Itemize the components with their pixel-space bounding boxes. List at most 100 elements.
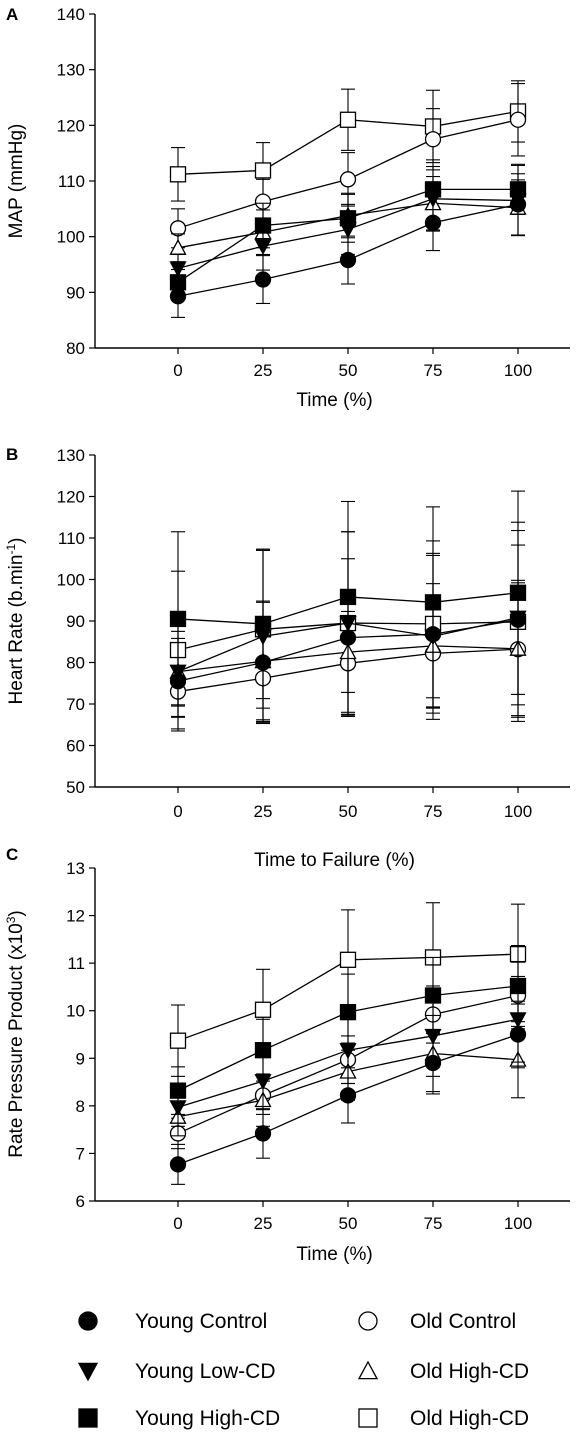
y-tick-label: 130 [57, 61, 85, 80]
legend-item: Young Low-CD [77, 1360, 275, 1383]
legend-marker [78, 1311, 98, 1331]
y-tick-label: 140 [57, 5, 85, 24]
y-tick-label: 100 [57, 571, 85, 590]
y-axis-label: Heart Rate (b.min-1) [4, 538, 27, 705]
y-tick-label: 11 [67, 954, 85, 973]
series-1 [169, 1000, 527, 1185]
legend-item: Young High-CD [78, 1407, 280, 1430]
x-tick-label: 25 [254, 802, 273, 821]
x-tick-label: 50 [339, 361, 358, 380]
data-point [169, 673, 187, 690]
x-tick-label: 100 [504, 1214, 532, 1233]
panel-c: C 6 7 8 9 10 11 12 13 0 25 50 75 100 Time (%) Rate Pres… [4, 845, 570, 1265]
x-tick-label: 0 [173, 802, 182, 821]
y-tick-label: 80 [66, 339, 85, 358]
legend-marker [77, 1362, 99, 1382]
data-point [424, 131, 442, 148]
data-point [169, 288, 187, 305]
data-point [254, 162, 272, 179]
x-tick-label: 25 [254, 361, 273, 380]
x-tick-label: 50 [339, 802, 358, 821]
x-tick-label: 100 [504, 802, 532, 821]
data-point [169, 1082, 187, 1099]
y-tick-label: 70 [66, 695, 85, 714]
y-tick-label: 60 [66, 737, 85, 756]
data-point [339, 251, 357, 269]
y-tick-label: 110 [58, 529, 85, 548]
y-axis-label: MAP (mmHg) [6, 124, 27, 239]
legend-item: Young Control [78, 1310, 267, 1333]
x-tick-label: 75 [424, 802, 443, 821]
legend-label: Young High-CD [135, 1407, 280, 1430]
panel-b: B 50 60 70 80 90 100 110 120 130 0 25 50 75 100 Time to… [4, 445, 570, 871]
data-point [254, 1001, 272, 1018]
y-tick-label: 7 [76, 1144, 85, 1163]
y-tick-label: 90 [66, 283, 85, 302]
y-tick-label: 100 [57, 228, 85, 247]
data-point [509, 111, 527, 128]
data-point [169, 610, 187, 628]
legend-marker [358, 1408, 378, 1428]
y-axis-label-tail: ) [6, 538, 27, 544]
x-axis-label: Time (%) [296, 390, 372, 411]
legend-item: Old High-CD [358, 1407, 529, 1430]
data-point [424, 214, 442, 231]
y-tick-label: 8 [76, 1097, 85, 1116]
x-axis-label: Time (%) [296, 1244, 372, 1265]
legend-marker [357, 1360, 379, 1380]
panel-letter: A [6, 5, 18, 24]
y-tick-label: 110 [58, 172, 85, 191]
y-tick-label: 90 [66, 612, 85, 631]
y-tick-label: 6 [76, 1192, 85, 1211]
x-tick-label: 0 [173, 361, 182, 380]
legend-marker [358, 1311, 378, 1331]
y-tick-label: 120 [57, 116, 85, 135]
data-point [424, 1054, 442, 1072]
panel-a: A 80 90 100 110 120 130 140 0 25 50 75 100 Time (%) MA… [6, 5, 570, 411]
y-tick-label: 50 [66, 778, 85, 797]
x-tick-label: 50 [339, 1214, 358, 1233]
x-tick-label: 75 [424, 1214, 443, 1233]
data-point [169, 261, 187, 278]
series-5 [169, 944, 527, 1115]
series-1 [169, 173, 527, 318]
data-point [169, 166, 187, 183]
y-axis-label-superscript: 3 [4, 916, 18, 923]
y-tick-label: 9 [76, 1049, 85, 1068]
legend-item: Old Control [358, 1310, 516, 1333]
y-axis-label-main: Heart Rate (b.min [6, 555, 27, 705]
y-axis-label-main: MAP (mmHg) [6, 124, 27, 239]
y-axis-label: Rate Pressure Product (x103) [4, 910, 27, 1157]
legend-item: Old High-CD [357, 1360, 529, 1383]
x-tick-label: 75 [424, 361, 443, 380]
x-tick-label: 25 [254, 1214, 273, 1233]
legend-label: Old Control [410, 1310, 516, 1333]
panel-letter: B [6, 445, 18, 464]
data-point [169, 1032, 187, 1049]
data-point [509, 1026, 527, 1043]
series-1 [169, 544, 527, 732]
x-axis-label: Time to Failure (%) [254, 850, 415, 871]
y-axis-label-tail: ) [6, 910, 27, 916]
data-point [254, 654, 272, 671]
data-point [339, 951, 357, 968]
legend-label: Young Control [135, 1310, 267, 1333]
y-tick-label: 120 [57, 488, 85, 507]
legend-label: Old High-CD [410, 1407, 529, 1430]
data-point [254, 271, 272, 288]
data-point [254, 217, 272, 234]
data-point [509, 977, 527, 995]
x-tick-label: 100 [504, 361, 532, 380]
legend-marker [78, 1408, 98, 1428]
y-tick-label: 10 [66, 1002, 85, 1021]
legend-label: Old High-CD [410, 1360, 529, 1383]
y-axis-label-main: Rate Pressure Product (x10 [6, 923, 27, 1157]
data-point [169, 1156, 187, 1173]
data-point [339, 629, 357, 646]
y-tick-label: 12 [66, 907, 85, 926]
y-tick-label: 130 [57, 446, 85, 465]
y-axis-label-superscript: -1 [4, 544, 18, 555]
data-point [339, 1003, 357, 1021]
data-point [254, 1042, 272, 1059]
